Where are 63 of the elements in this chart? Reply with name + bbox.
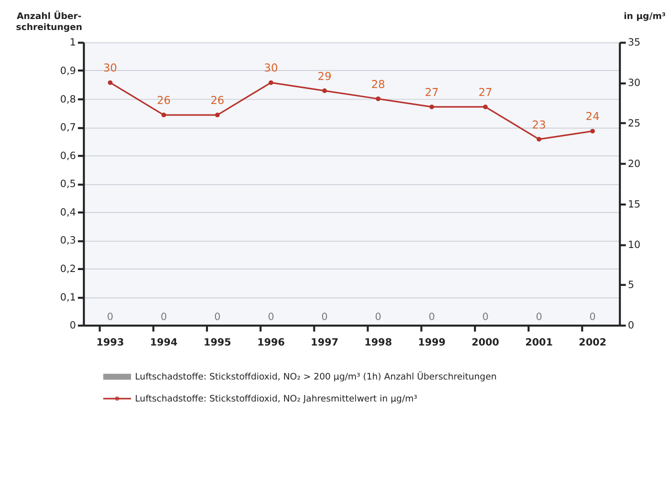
x-tick-label: 1998 <box>364 337 392 348</box>
data-label: 28 <box>371 78 386 91</box>
y-tick-label: 0,4 <box>60 207 76 218</box>
data-label: 26 <box>210 94 224 108</box>
x-tick-label: 1993 <box>96 337 124 348</box>
data-label: 0 <box>375 312 382 324</box>
y2-tick-label: 25 <box>628 118 640 130</box>
y-tick-label: 1 <box>70 38 76 49</box>
point <box>322 88 327 94</box>
y-tick-label: 0,7 <box>60 122 76 134</box>
y-tick-label: 0,8 <box>60 94 76 106</box>
x-tick-label: 1997 <box>310 337 338 348</box>
data-label: 26 <box>156 94 171 108</box>
point <box>161 112 166 118</box>
y2-tick-label: 10 <box>628 240 640 251</box>
y-axis-title: Anzahl Über- schreitungen <box>16 10 82 33</box>
x-tick-label: 1994 <box>150 337 178 348</box>
legend-label: Luftschadstoffe: Stickstoffdioxid, NO₂ > 200 µg/m³ (1h) Anzahl Überschreitungen <box>134 370 497 383</box>
data-label: 0 <box>589 312 596 324</box>
data-label: 0 <box>428 312 435 324</box>
y2-tick-label: 15 <box>628 199 640 210</box>
x-tick-label: 2002 <box>578 337 606 348</box>
data-label: 27 <box>424 86 439 99</box>
data-label: 29 <box>318 70 332 83</box>
data-label: 0 <box>536 312 542 324</box>
y-tick-label: 0,3 <box>60 236 76 247</box>
y-tick-label: 0 <box>70 320 76 332</box>
data-label: 0 <box>214 312 221 324</box>
data-label: 23 <box>532 118 546 132</box>
y2-tick-label: 0 <box>628 320 634 332</box>
data-label: 0 <box>482 312 489 324</box>
point <box>268 80 274 85</box>
point <box>376 96 381 102</box>
point <box>590 128 595 134</box>
point <box>536 136 542 142</box>
y-tick-label: 0,6 <box>60 150 76 162</box>
point <box>215 112 220 118</box>
y2-axis-title: in µg/m³ <box>624 12 666 22</box>
point <box>108 80 113 85</box>
x-tick-label: 1999 <box>418 337 446 348</box>
data-label: 0 <box>268 312 274 324</box>
data-label: 0 <box>321 312 328 324</box>
data-label: 30 <box>103 62 118 75</box>
x-tick-label: 2001 <box>525 337 553 348</box>
data-label: 0 <box>160 312 167 324</box>
x-tick-label: 1996 <box>257 337 285 348</box>
legend-label: Luftschadstoffe: Stickstoffdioxid, NO₂ Jahresmittelwert in µg/m³ <box>134 394 418 405</box>
y2-tick-label: 30 <box>628 78 640 90</box>
point <box>429 104 434 110</box>
y2-tick-label: 20 <box>628 158 640 170</box>
y2-tick-label: 5 <box>628 280 634 292</box>
x-tick-label: 1995 <box>204 337 232 348</box>
data-label: 0 <box>107 312 114 324</box>
y-tick-label: 0,1 <box>60 292 76 304</box>
x-tick-label: 2000 <box>472 337 500 348</box>
y-tick-label: 0,2 <box>60 264 76 276</box>
data-label: 27 <box>478 86 492 99</box>
y-tick-label: 0,9 <box>60 66 76 77</box>
data-label: 30 <box>264 62 278 75</box>
data-label: 24 <box>586 110 600 124</box>
y2-tick-label: 35 <box>628 38 640 49</box>
y-tick-label: 0,5 <box>60 179 76 190</box>
point <box>483 104 488 110</box>
